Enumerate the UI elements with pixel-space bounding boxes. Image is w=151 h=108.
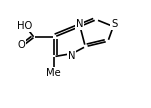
Text: Me: Me [46,68,61,78]
Text: N: N [76,19,83,29]
Text: HO: HO [17,21,32,31]
Text: N: N [68,51,76,61]
Text: S: S [111,19,118,29]
Text: O: O [17,40,25,50]
